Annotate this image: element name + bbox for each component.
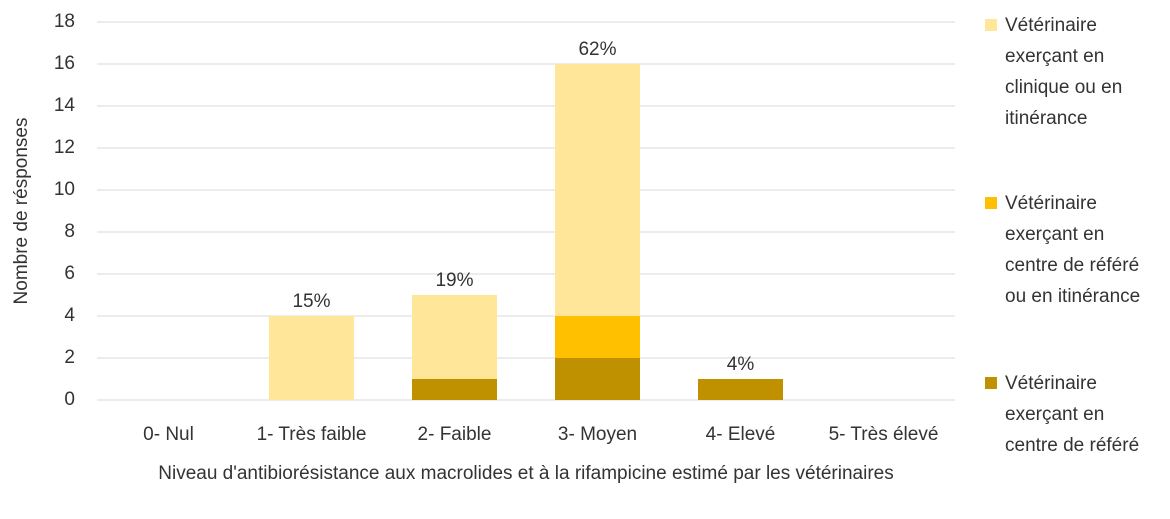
y-tick-label: 16 <box>54 53 75 74</box>
data-label: 4% <box>727 354 755 375</box>
x-tick-label: 2- Faible <box>418 424 492 445</box>
y-axis-title: Nombre de résponses <box>11 118 32 305</box>
y-tick-label: 14 <box>54 95 76 116</box>
x-tick-label: 1- Très faible <box>257 424 367 445</box>
legend-label: Vétérinaire exerçant en clinique ou en i… <box>1005 15 1123 129</box>
y-tick-label: 12 <box>54 137 75 158</box>
x-tick-label: 0- Nul <box>143 424 194 445</box>
legend-swatch <box>985 197 997 209</box>
y-tick-label: 18 <box>54 11 75 32</box>
y-tick-label: 8 <box>64 221 75 242</box>
data-label: 19% <box>435 270 473 291</box>
y-tick-label: 6 <box>64 263 75 284</box>
y-tick-label: 4 <box>64 305 75 326</box>
y-tick-label: 0 <box>64 389 75 410</box>
y-tick-label: 10 <box>54 179 75 200</box>
bar-segment <box>412 379 497 400</box>
bar-segment <box>698 379 783 400</box>
legend-label: Vétérinaire exerçant en centre de référé… <box>1005 193 1141 307</box>
legend-swatch <box>985 377 997 389</box>
legend-label: Vétérinaire exerçant en centre de référé <box>1005 373 1140 456</box>
x-tick-label: 5- Très élevé <box>829 424 939 445</box>
data-label: 62% <box>578 39 616 60</box>
legend-swatch <box>985 19 997 31</box>
x-tick-label: 4- Elevé <box>706 424 776 445</box>
bar-segment <box>555 64 640 316</box>
data-label: 15% <box>292 291 330 312</box>
bar-segment <box>555 316 640 358</box>
x-tick-label: 3- Moyen <box>558 424 637 445</box>
x-axis-title: Niveau d'antibiorésistance aux macrolide… <box>158 463 894 484</box>
bar-segment <box>269 316 354 400</box>
bar-segment <box>412 295 497 379</box>
bar-segment <box>555 358 640 400</box>
y-tick-label: 2 <box>64 347 75 368</box>
